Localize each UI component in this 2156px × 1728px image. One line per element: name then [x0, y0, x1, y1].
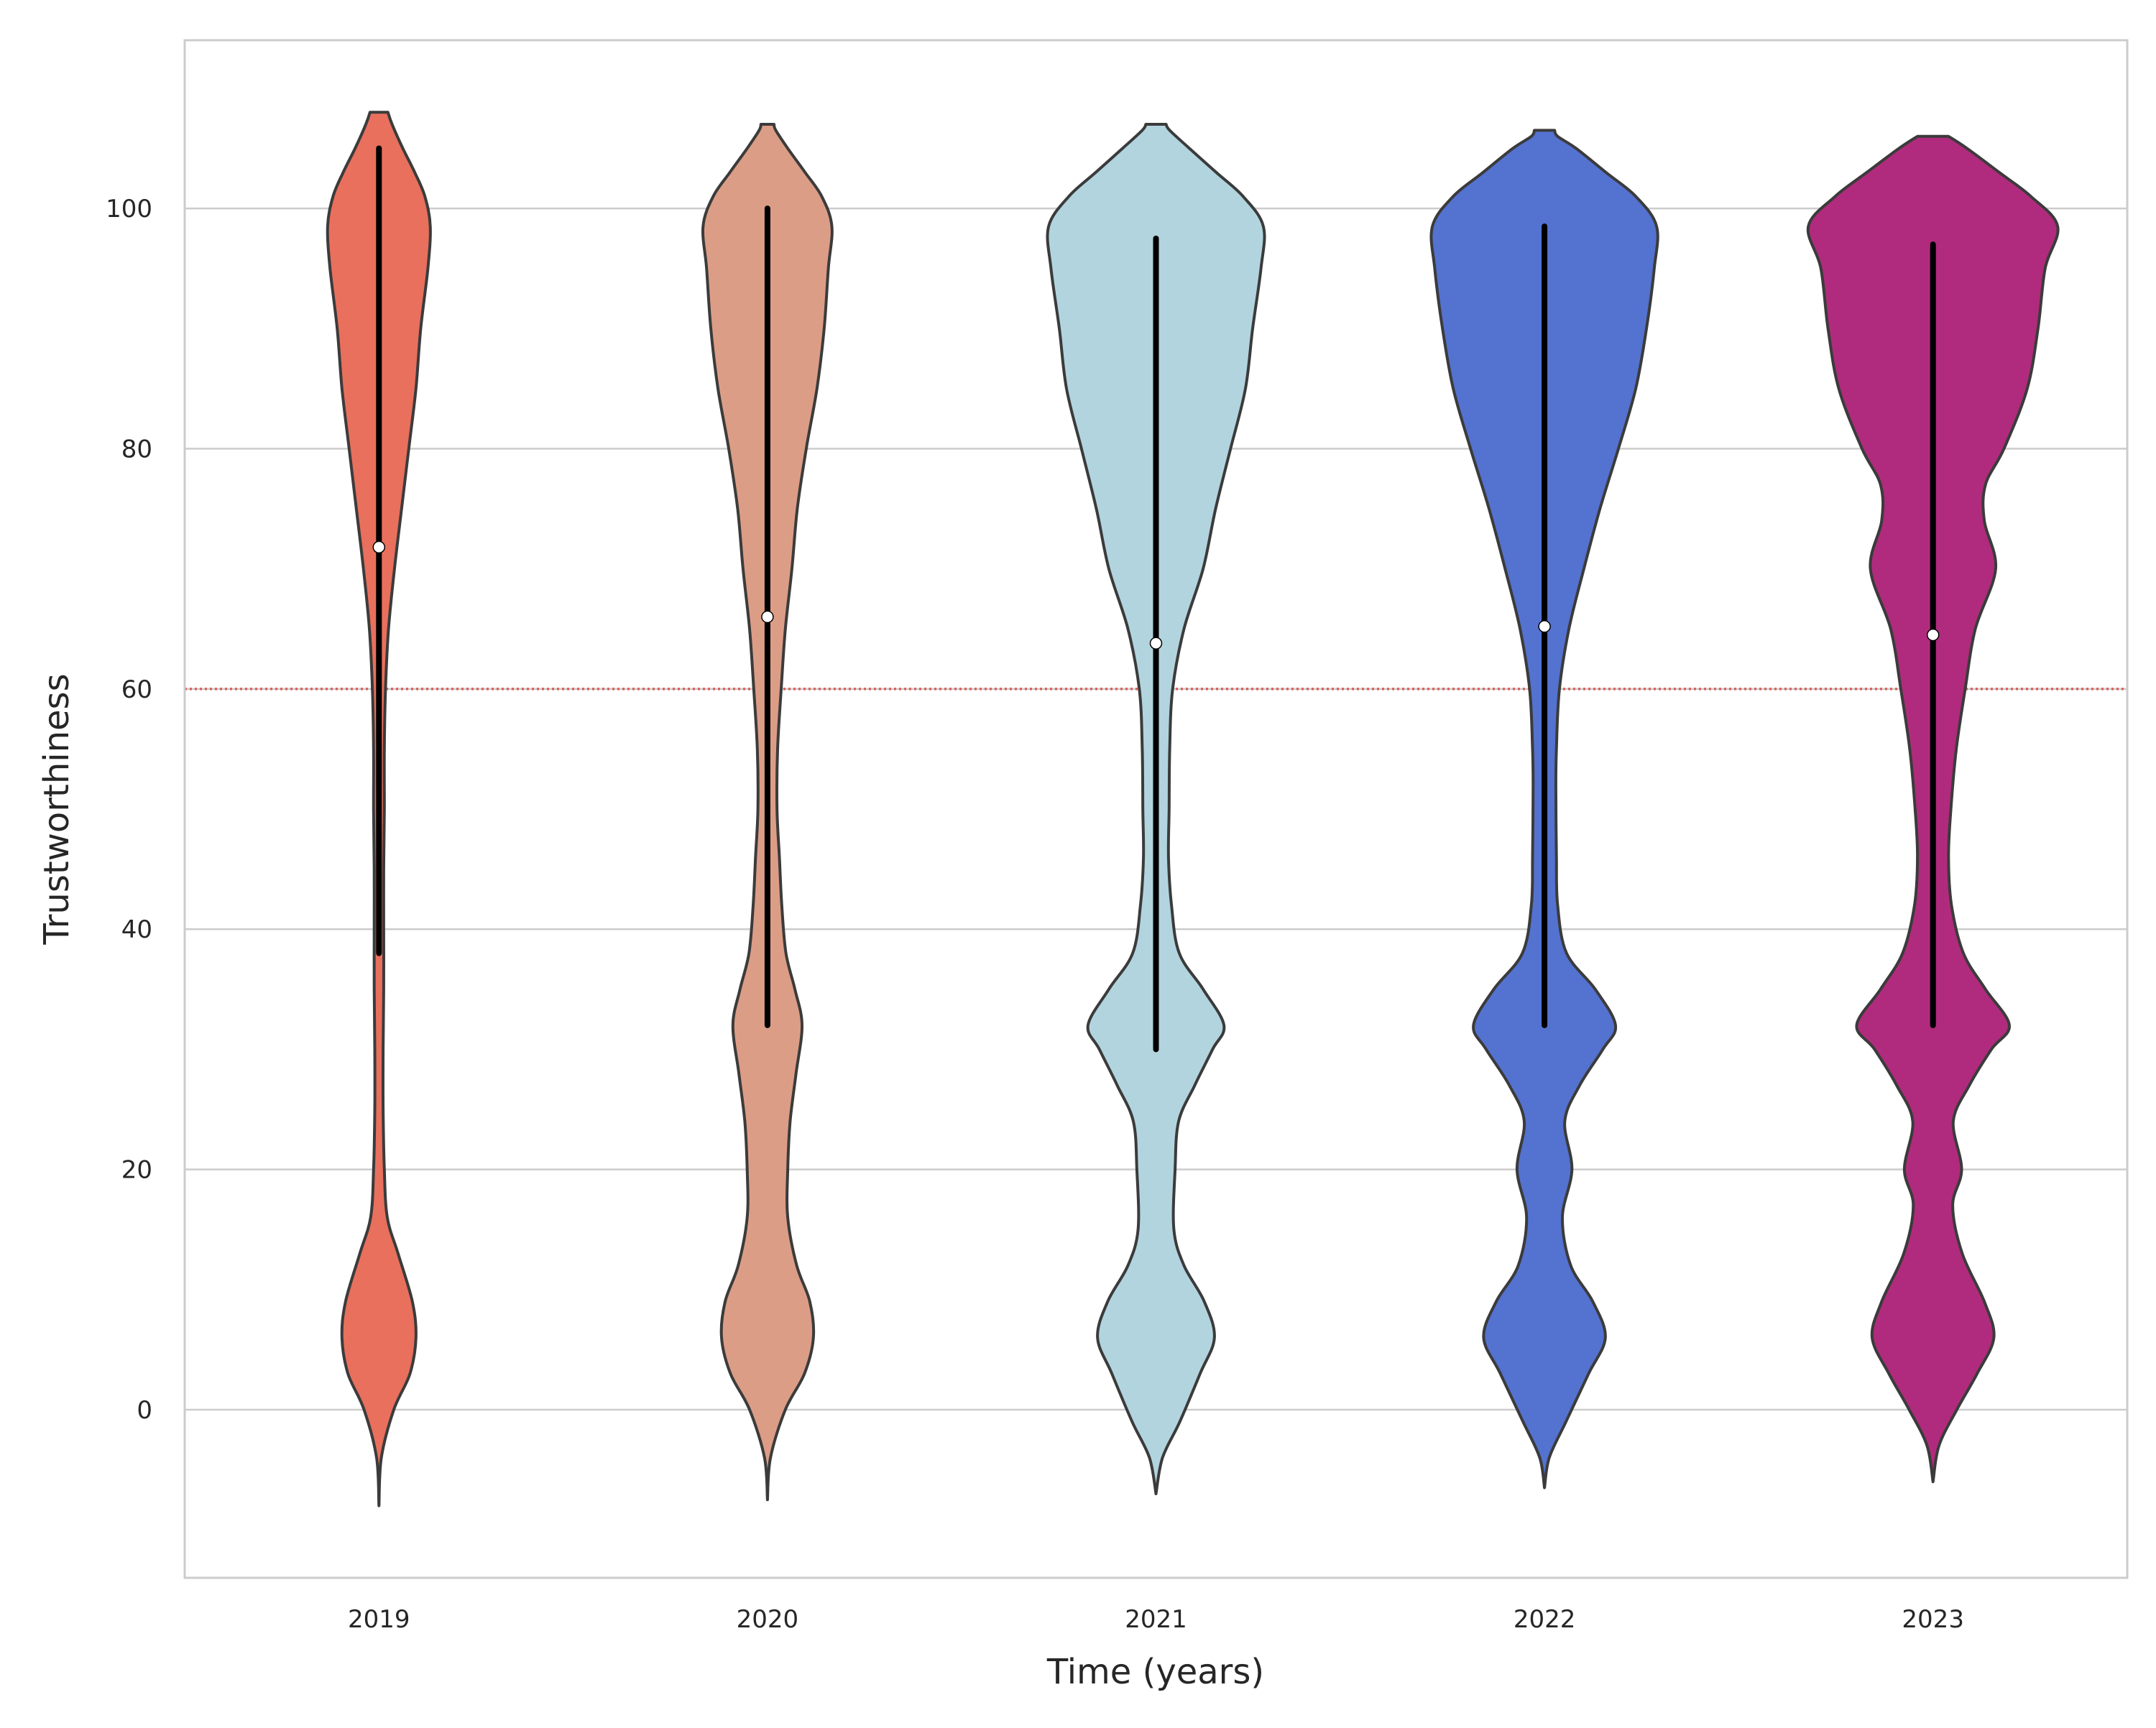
x-tick-labels: 2019 2020 2021 2022 2023 — [348, 1605, 1964, 1634]
violin-inner-stats — [372, 145, 1940, 1053]
median-point-2019 — [372, 540, 386, 554]
y-tick-label: 20 — [121, 1156, 152, 1185]
x-tick-label: 2020 — [737, 1605, 799, 1634]
y-tick-label: 60 — [121, 675, 152, 704]
y-tick-labels: 0 20 40 60 80 100 — [106, 195, 152, 1425]
y-tick-label: 0 — [137, 1396, 152, 1425]
plot-frame — [183, 39, 2129, 1579]
x-tick-label: 2023 — [1902, 1605, 1964, 1634]
x-tick-label: 2019 — [348, 1605, 410, 1634]
median-point-2023 — [1926, 628, 1940, 642]
y-tick-label: 100 — [106, 195, 152, 223]
median-point-2021 — [1149, 637, 1163, 650]
y-tick-label: 40 — [121, 915, 152, 944]
median-point-2022 — [1538, 620, 1551, 633]
x-tick-label: 2021 — [1125, 1605, 1187, 1634]
x-tick-label: 2022 — [1514, 1605, 1576, 1634]
median-point-2020 — [761, 610, 774, 624]
y-tick-label: 80 — [121, 435, 152, 463]
x-axis-label: Time (years) — [1046, 1652, 1264, 1692]
y-axis-label: Trustworthiness — [37, 673, 77, 945]
